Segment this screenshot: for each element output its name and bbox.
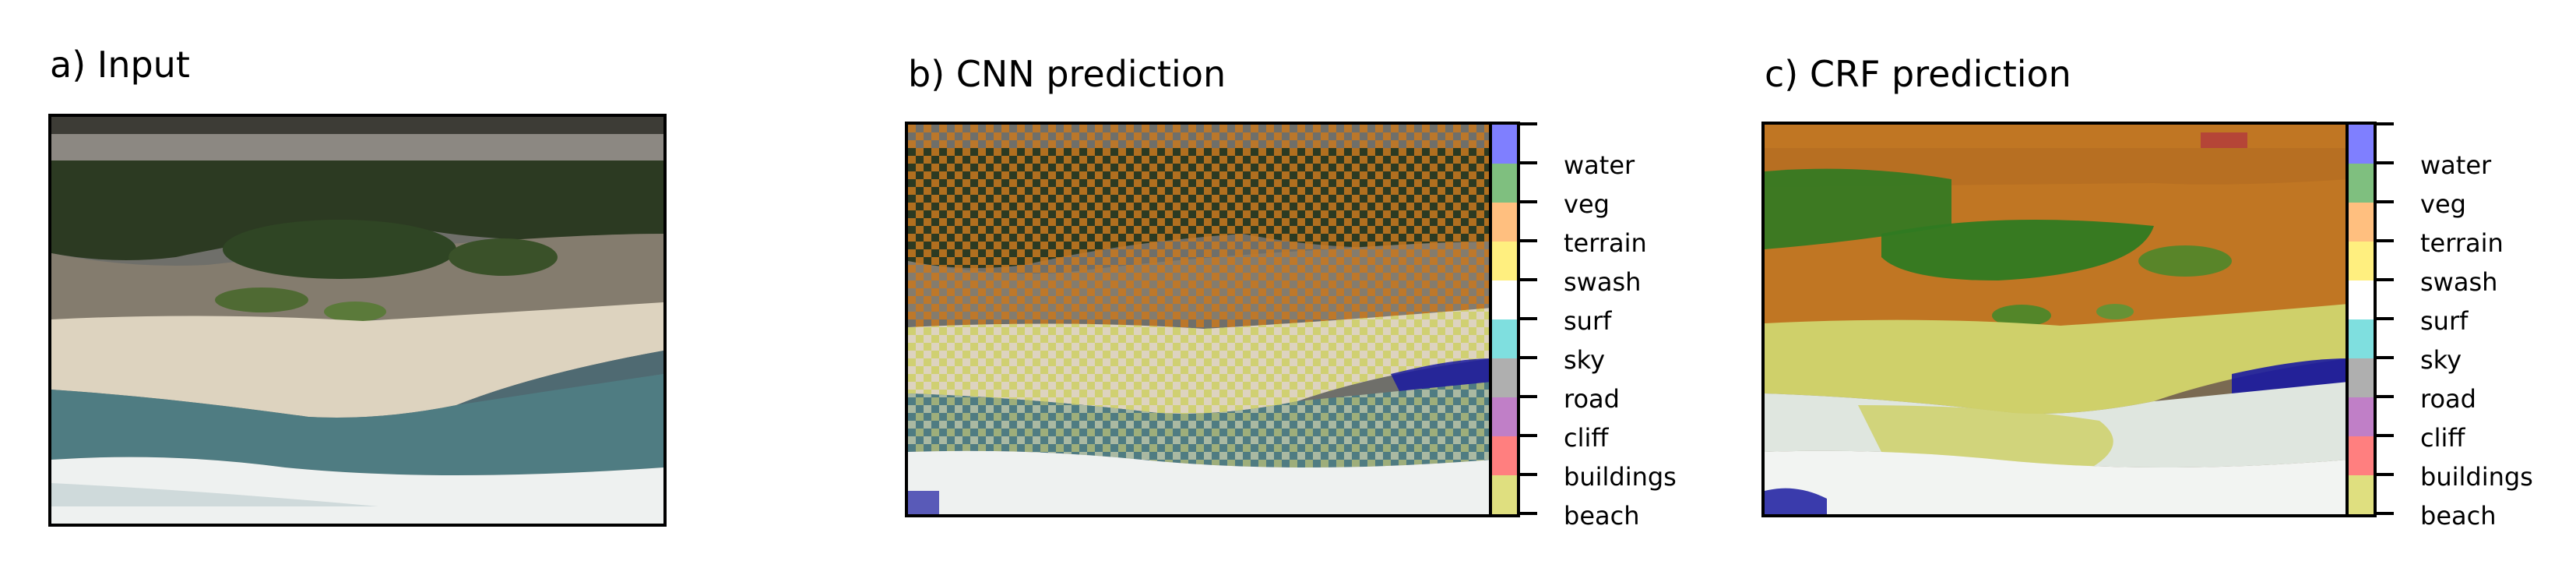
crf-label-buildings: buildings <box>2420 462 2533 492</box>
cnn-swatch-buildings <box>1492 436 1517 475</box>
cnn-swatch-water <box>1492 125 1517 164</box>
crf-swatch-swash <box>2349 242 2374 280</box>
crf-swatch-road <box>2349 358 2374 397</box>
crf-label-terrain: terrain <box>2420 228 2504 258</box>
panel-b-title: b) CNN prediction <box>908 53 1226 95</box>
cnn-label-sky: sky <box>1564 345 1605 375</box>
cnn-swatch-cliff <box>1492 397 1517 436</box>
input-image <box>48 114 667 527</box>
crf-label-swash: swash <box>2420 267 2498 297</box>
crf-swatch-cliff <box>2349 397 2374 436</box>
cnn-label-water: water <box>1564 150 1635 180</box>
crf-label-surf: surf <box>2420 306 2469 336</box>
cnn-swatch-swash <box>1492 242 1517 280</box>
crf-swatch-veg <box>2349 164 2374 203</box>
cnn-label-terrain: terrain <box>1564 228 1647 258</box>
cnn-label-swash: swash <box>1564 267 1642 297</box>
panel-c-title: c) CRF prediction <box>1765 53 2071 95</box>
cnn-prediction-image <box>905 122 1495 517</box>
crf-label-beach: beach <box>2420 501 2497 531</box>
crf-swatch-buildings <box>2349 436 2374 475</box>
cnn-swatch-road <box>1492 358 1517 397</box>
crf-label-water: water <box>2420 150 2492 180</box>
crf-swatch-beach <box>2349 475 2374 514</box>
cnn-label-buildings: buildings <box>1564 462 1677 492</box>
panel-a-title: a) Input <box>50 44 190 86</box>
cnn-swatch-veg <box>1492 164 1517 203</box>
crf-colorbar <box>2345 122 2377 517</box>
cnn-label-veg: veg <box>1564 189 1610 219</box>
crf-swatch-water <box>2349 125 2374 164</box>
cnn-label-beach: beach <box>1564 501 1640 531</box>
cnn-swatch-sky <box>1492 319 1517 358</box>
cnn-label-surf: surf <box>1564 306 1612 336</box>
cnn-label-road: road <box>1564 384 1620 414</box>
crf-label-sky: sky <box>2420 345 2462 375</box>
crf-swatch-surf <box>2349 280 2374 319</box>
crf-label-cliff: cliff <box>2420 423 2465 453</box>
cnn-label-cliff: cliff <box>1564 423 1609 453</box>
cnn-swatch-beach <box>1492 475 1517 514</box>
cnn-swatch-surf <box>1492 280 1517 319</box>
crf-prediction-image <box>1761 122 2352 517</box>
cnn-swatch-terrain <box>1492 203 1517 242</box>
crf-swatch-sky <box>2349 319 2374 358</box>
crf-swatch-terrain <box>2349 203 2374 242</box>
crf-label-road: road <box>2420 384 2476 414</box>
crf-label-veg: veg <box>2420 189 2466 219</box>
cnn-colorbar <box>1489 122 1520 517</box>
